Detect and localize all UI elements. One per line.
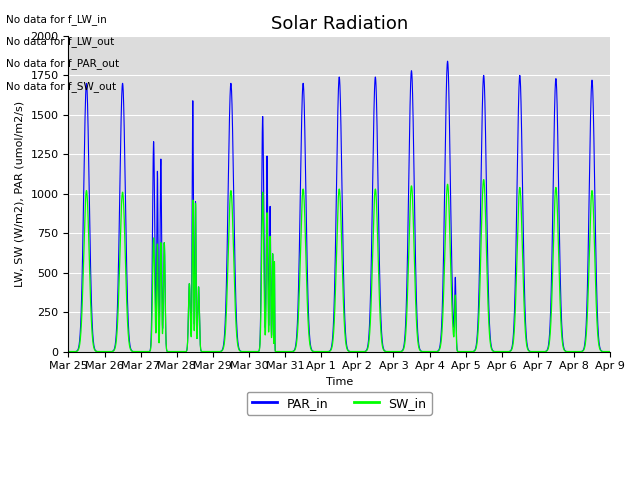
PAR_in — [414, 332, 422, 337]
SW_in — [491, 348, 499, 354]
PAR_in — [491, 348, 499, 354]
PAR_in — [604, 348, 612, 354]
PAR_in — [606, 348, 614, 354]
Line: PAR_in: PAR_in — [68, 61, 610, 351]
SW_in — [268, 321, 275, 327]
Title: Solar Radiation: Solar Radiation — [271, 15, 408, 33]
PAR_in — [180, 348, 188, 354]
PAR_in — [268, 314, 275, 320]
PAR_in — [444, 59, 451, 64]
Y-axis label: LW, SW (W/m2), PAR (umol/m2/s): LW, SW (W/m2), PAR (umol/m2/s) — [15, 101, 25, 287]
Text: No data for f_LW_in: No data for f_LW_in — [6, 14, 107, 25]
Line: SW_in: SW_in — [68, 180, 610, 351]
Text: No data for f_LW_out: No data for f_LW_out — [6, 36, 115, 48]
SW_in — [414, 338, 422, 344]
Text: No data for f_PAR_out: No data for f_PAR_out — [6, 59, 120, 70]
SW_in — [65, 348, 72, 354]
SW_in — [604, 348, 612, 354]
SW_in — [180, 348, 188, 354]
PAR_in — [175, 348, 182, 354]
SW_in — [175, 348, 182, 354]
SW_in — [480, 177, 488, 182]
SW_in — [606, 348, 614, 354]
Legend: PAR_in, SW_in: PAR_in, SW_in — [247, 392, 431, 415]
Text: No data for f_SW_out: No data for f_SW_out — [6, 81, 116, 92]
PAR_in — [65, 348, 72, 354]
X-axis label: Time: Time — [326, 377, 353, 387]
